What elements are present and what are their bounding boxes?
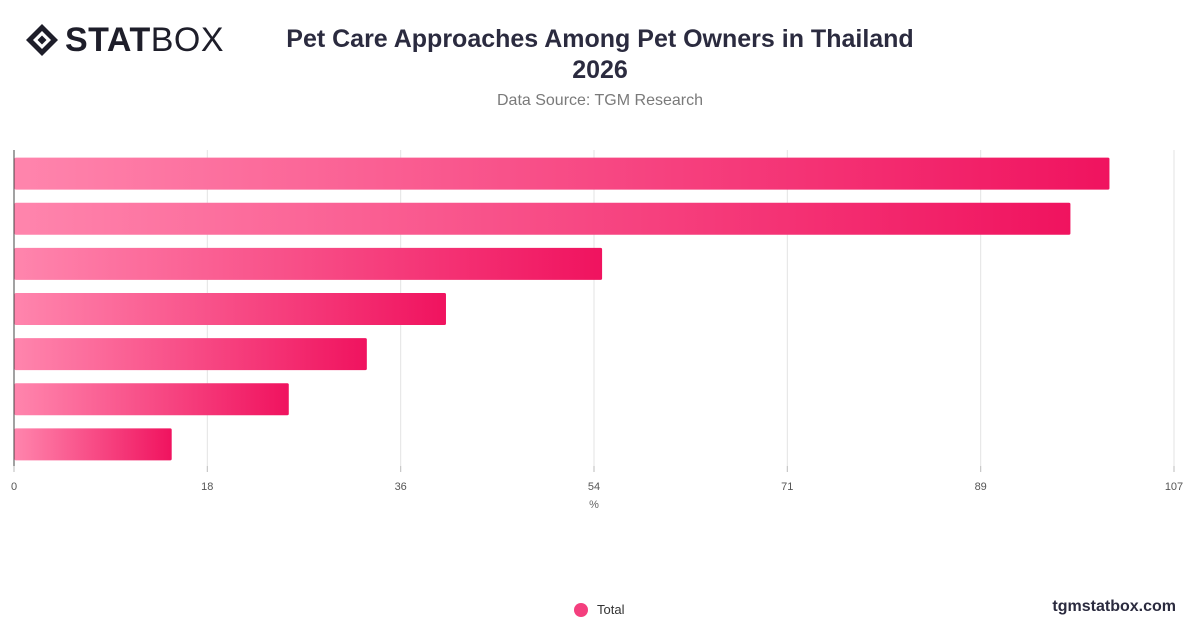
- statbox-logo: STATBOX: [25, 22, 224, 58]
- x-tick-label: 71: [781, 481, 793, 493]
- bar[interactable]: [14, 247, 603, 280]
- bar[interactable]: [14, 338, 367, 371]
- bar[interactable]: [14, 428, 172, 461]
- x-tick-label: 18: [201, 481, 213, 493]
- brand-url: tgmstatbox.com: [1052, 598, 1176, 615]
- x-tick-label: 89: [975, 481, 987, 493]
- x-tick-label: 107: [1165, 481, 1183, 493]
- x-axis-label: %: [589, 499, 599, 511]
- legend-marker: [574, 602, 588, 617]
- logo-wordmark: STATBOX: [65, 22, 224, 58]
- chart-title-line1: Pet Care Approaches Among Pet Owners in …: [286, 25, 914, 53]
- x-tick-label: 54: [588, 481, 600, 493]
- legend[interactable]: Total: [574, 602, 624, 617]
- chart-title: Pet Care Approaches Among Pet Owners in …: [250, 24, 950, 86]
- x-axis: 0 18 36 54 71 89 107: [11, 150, 1183, 493]
- x-tick-label: 36: [395, 481, 407, 493]
- bar[interactable]: [14, 383, 289, 416]
- bar[interactable]: [14, 293, 446, 325]
- legend-label: Total: [597, 602, 625, 617]
- bars: [14, 157, 1110, 461]
- statbox-diamond-icon: [26, 24, 58, 56]
- chart-title-line2: 2026: [572, 56, 628, 84]
- chart-subtitle: Data Source: TGM Research: [496, 92, 703, 109]
- logo-bold-text: STAT: [65, 21, 151, 59]
- bar[interactable]: [14, 202, 1071, 235]
- logo-light-text: BOX: [150, 21, 225, 59]
- bar[interactable]: [14, 157, 1110, 190]
- x-tick-label: 0: [11, 481, 17, 493]
